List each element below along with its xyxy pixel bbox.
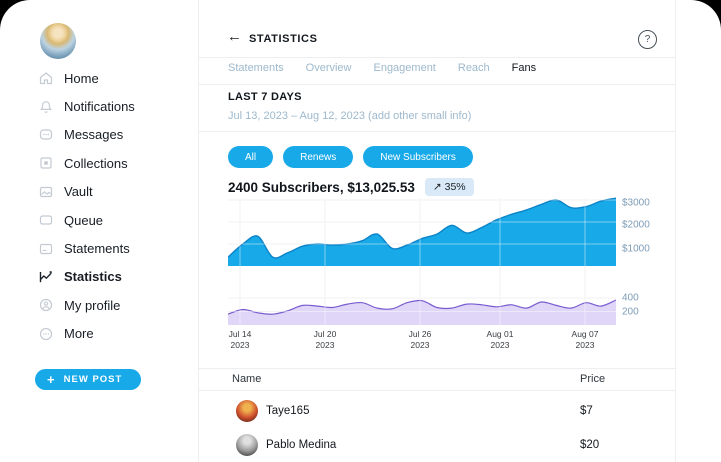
area-chart-svg bbox=[227, 197, 617, 325]
help-icon[interactable]: ? bbox=[638, 30, 657, 49]
x-axis-label: Jul 20 2023 bbox=[313, 329, 337, 351]
sidebar-item-label: Queue bbox=[64, 212, 104, 228]
x-axis-label: Aug 01 2023 bbox=[486, 329, 514, 351]
new-post-button[interactable]: + NEW POST bbox=[35, 369, 141, 390]
more-icon bbox=[38, 326, 54, 342]
sidebar-item-more[interactable]: More bbox=[38, 320, 135, 348]
x-axis-label: Jul 14 2023 bbox=[228, 329, 252, 351]
sidebar-item-my-profile[interactable]: My profile bbox=[38, 291, 135, 319]
user-avatar[interactable] bbox=[40, 23, 76, 59]
period-title: LAST 7 DAYS bbox=[228, 91, 302, 103]
table-top-divider bbox=[198, 368, 676, 369]
subscriber-avatar bbox=[236, 400, 258, 422]
plus-icon: + bbox=[47, 372, 55, 387]
summary-row: 2400 Subscribers, $13,025.53 ↗ 35% bbox=[228, 178, 474, 196]
subscriber-name: Pablo Medina bbox=[266, 439, 337, 451]
queue-icon bbox=[38, 212, 54, 228]
collections-icon bbox=[38, 155, 54, 171]
sidebar-item-label: Messages bbox=[64, 127, 124, 143]
tab-fans[interactable]: Fans bbox=[511, 62, 537, 74]
sidebar-item-label: Vault bbox=[64, 184, 93, 200]
sidebar-item-notifications[interactable]: Notifications bbox=[38, 92, 135, 120]
filter-renews[interactable]: Renews bbox=[283, 146, 354, 168]
tab-engagement[interactable]: Engagement bbox=[373, 62, 436, 74]
y-axis-label: $1000 bbox=[622, 243, 650, 255]
sidebar-item-label: Notifications bbox=[64, 99, 135, 115]
sidebar-item-statements[interactable]: Statements bbox=[38, 234, 135, 262]
column-header-price: Price bbox=[580, 373, 606, 385]
tab-bar: Statements Overview Engagement Reach Fans bbox=[228, 62, 536, 74]
bell-icon bbox=[38, 99, 54, 115]
tab-reach[interactable]: Reach bbox=[457, 62, 490, 74]
sidebar-item-statistics[interactable]: Statistics bbox=[38, 263, 135, 291]
x-axis-label: Jul 26 2023 bbox=[408, 329, 432, 351]
sidebar-item-queue[interactable]: Queue bbox=[38, 206, 135, 234]
home-icon bbox=[38, 70, 54, 86]
subscriber-price: $7 bbox=[580, 405, 593, 417]
subscribers-headline: 2400 Subscribers, $13,025.53 bbox=[228, 179, 415, 195]
subscriber-price: $20 bbox=[580, 439, 600, 451]
period-divider bbox=[198, 131, 676, 132]
table-header-divider bbox=[198, 390, 676, 391]
y-axis-label: $2000 bbox=[622, 219, 650, 231]
sidebar-item-label: Collections bbox=[64, 155, 128, 171]
trend-up-icon: ↗ bbox=[432, 181, 442, 193]
sidebar-item-label: Statements bbox=[64, 241, 130, 257]
profile-icon bbox=[38, 297, 54, 313]
page-title: STATISTICS bbox=[249, 33, 318, 45]
tab-overview[interactable]: Overview bbox=[305, 62, 352, 74]
subscribers-chart[interactable] bbox=[227, 196, 617, 326]
sidebar-item-label: My profile bbox=[64, 297, 121, 313]
sidebar-item-label: Statistics bbox=[64, 269, 122, 285]
y-axis-label: 400 bbox=[622, 292, 639, 304]
sidebar-menu: Home Notifications Messages Collections Vaul… bbox=[38, 64, 135, 348]
y-axis-label: $3000 bbox=[622, 197, 650, 209]
y-axis-label: 200 bbox=[622, 306, 639, 318]
filter-new-subscribers[interactable]: New Subscribers bbox=[363, 146, 473, 168]
back-arrow-icon[interactable]: ← bbox=[227, 28, 242, 45]
sidebar-item-collections[interactable]: Collections bbox=[38, 149, 135, 177]
filter-pills: All Renews New Subscribers bbox=[228, 146, 473, 168]
x-axis-label: Aug 07 2023 bbox=[571, 329, 599, 351]
tab-statements[interactable]: Statements bbox=[228, 62, 284, 74]
sidebar-item-label: More bbox=[64, 326, 94, 342]
statements-icon bbox=[38, 241, 54, 257]
sidebar-divider bbox=[198, 0, 199, 462]
message-icon bbox=[38, 127, 54, 143]
sidebar-item-label: Home bbox=[64, 70, 99, 86]
tabs-divider bbox=[198, 84, 676, 85]
column-header-name: Name bbox=[232, 373, 262, 385]
growth-value: 35% bbox=[444, 181, 466, 193]
subscriber-name: Taye165 bbox=[266, 405, 310, 417]
sidebar-item-home[interactable]: Home bbox=[38, 64, 135, 92]
period-subtitle: Jul 13, 2023 – Aug 12, 2023 (add other s… bbox=[228, 110, 472, 122]
filter-all[interactable]: All bbox=[228, 146, 274, 168]
growth-badge: ↗ 35% bbox=[424, 178, 474, 196]
right-divider bbox=[675, 0, 676, 462]
statistics-icon bbox=[38, 269, 54, 285]
header-divider bbox=[198, 57, 676, 58]
subscriber-avatar bbox=[236, 434, 258, 456]
vault-icon bbox=[38, 184, 54, 200]
sidebar-item-messages[interactable]: Messages bbox=[38, 121, 135, 149]
new-post-label: NEW POST bbox=[63, 374, 123, 385]
sidebar-item-vault[interactable]: Vault bbox=[38, 178, 135, 206]
